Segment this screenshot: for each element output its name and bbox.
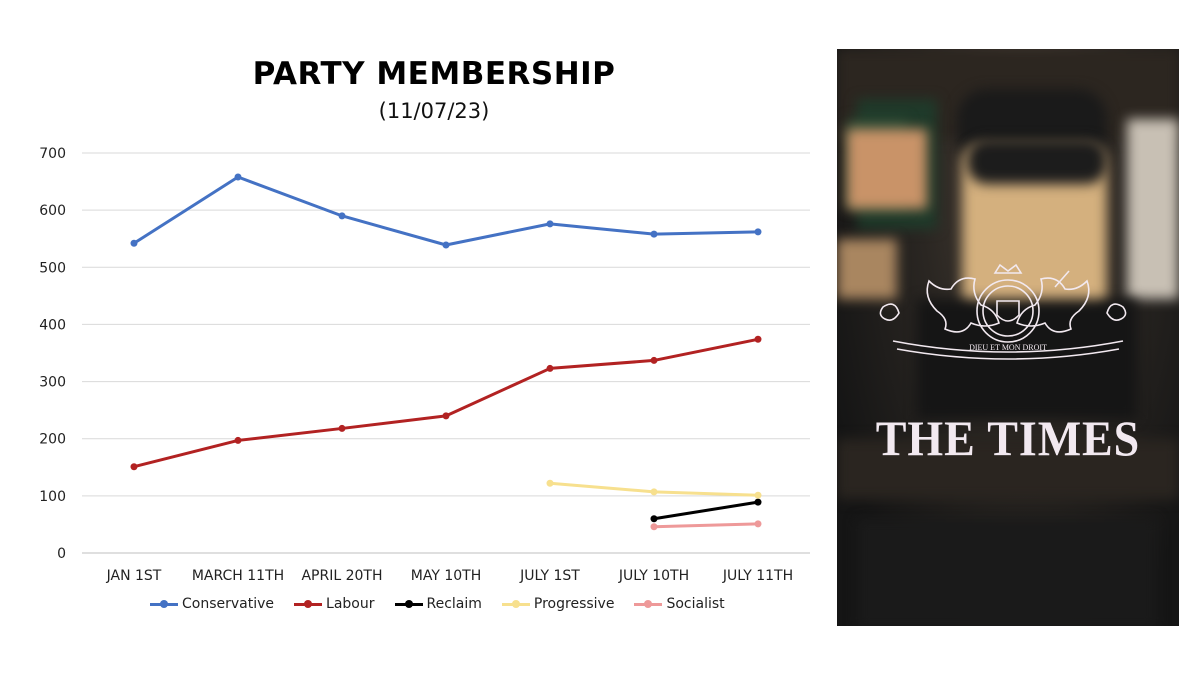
legend-item-reclaim: Reclaim [394, 596, 482, 612]
times-image-panel: DIEU ET MON DROIT THE TIMES [837, 49, 1179, 626]
x-tick-label: JAN 1ST [106, 568, 162, 584]
x-tick-label: JULY 11TH [722, 568, 793, 584]
legend-label: Labour [326, 596, 375, 612]
background-shape [857, 519, 1157, 626]
legend-swatch [294, 598, 323, 610]
x-tick-label: MAY 10TH [411, 568, 481, 584]
data-point-socialist [754, 520, 762, 528]
legend-item-conservative: Conservative [150, 596, 274, 612]
data-point-progressive [650, 488, 658, 496]
y-tick-label: 500 [39, 260, 66, 276]
legend-label: Progressive [533, 596, 615, 612]
data-point-labour [338, 424, 346, 432]
line-chart: 0 100 200 300 400 500 600 700 JAN 1ST MARCH 11TH A… [39, 146, 810, 584]
data-point-conservative [130, 239, 138, 247]
chart-area: PARTY MEMBERSHIP (11/07/23) 0 100 200 300 40… [39, 56, 810, 614]
series-line-socialist [653, 522, 759, 529]
series-line-labour [133, 337, 759, 469]
legend-label: Conservative [182, 596, 275, 612]
royal-crest-icon: DIEU ET MON DROIT [879, 263, 1127, 360]
x-tick-label: JULY 1ST [519, 568, 580, 584]
chart-legend: Conservative Labour Reclaim Progressive Soci… [150, 594, 725, 614]
legend-swatch [634, 598, 663, 610]
y-tick-label: 600 [39, 203, 66, 219]
legend-swatch [501, 598, 530, 610]
data-point-conservative [546, 220, 554, 228]
legend-swatch [394, 598, 423, 610]
data-point-reclaim [650, 515, 658, 523]
series-line-conservative [133, 175, 759, 247]
data-point-conservative [338, 212, 346, 220]
background-shape [837, 439, 1179, 499]
chart-subtitle: (11/07/23) [378, 99, 490, 123]
y-tick-label: 300 [39, 375, 66, 391]
background-shape [837, 239, 897, 299]
y-tick-label: 200 [39, 432, 66, 448]
x-tick-label: JULY 10TH [618, 568, 689, 584]
series-line-reclaim [653, 500, 759, 521]
y-tick-label: 0 [57, 546, 66, 562]
data-point-labour [234, 436, 242, 444]
background-shape [967, 139, 1107, 184]
data-point-labour [650, 356, 658, 364]
x-tick-label: MARCH 11TH [192, 568, 284, 584]
legend-item-labour: Labour [294, 596, 375, 612]
data-point-labour [546, 364, 554, 372]
legend-item-progressive: Progressive [501, 596, 615, 612]
background-shape [847, 129, 927, 209]
legend-item-socialist: Socialist [634, 596, 725, 612]
data-point-progressive [754, 491, 762, 499]
chart-title: PARTY MEMBERSHIP [252, 56, 616, 92]
legend-label: Socialist [666, 596, 725, 612]
x-tick-label: APRIL 20TH [301, 568, 382, 584]
data-point-labour [754, 335, 762, 343]
data-point-progressive [546, 479, 554, 487]
crest-motto: DIEU ET MON DROIT [969, 343, 1047, 352]
data-point-conservative [754, 228, 762, 236]
data-point-labour [442, 412, 450, 420]
y-tick-label: 400 [39, 317, 66, 333]
background-shape [1127, 119, 1179, 299]
y-tick-label: 100 [39, 489, 66, 505]
y-tick-label: 700 [39, 146, 66, 162]
legend-label: Reclaim [426, 596, 482, 612]
legend-swatch [150, 598, 178, 610]
times-logo: THE TIMES [875, 410, 1141, 466]
data-point-labour [130, 463, 138, 471]
data-point-reclaim [754, 498, 762, 506]
data-point-socialist [650, 523, 658, 531]
data-point-conservative [234, 173, 242, 181]
data-point-conservative [650, 230, 658, 238]
data-point-conservative [442, 241, 450, 249]
